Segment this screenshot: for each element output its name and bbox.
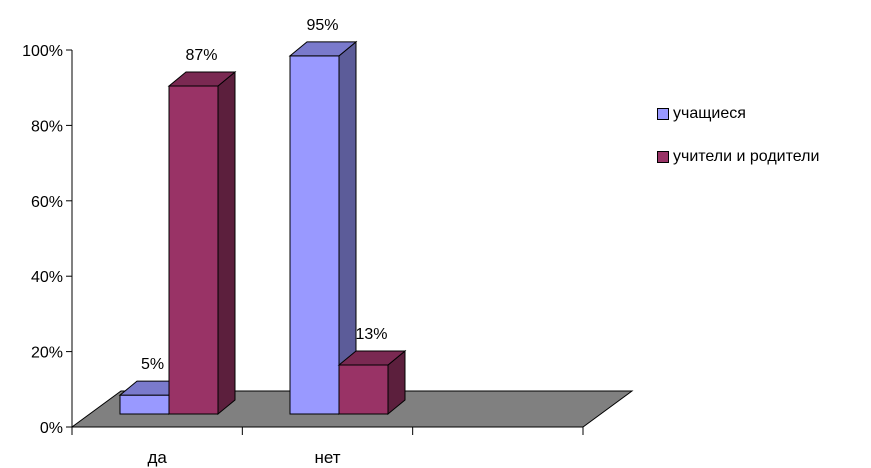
data-label-0-1: 87% — [185, 47, 217, 64]
data-label-1-1: 13% — [355, 326, 387, 343]
x-category-label-0: да — [147, 448, 167, 467]
legend-item-students: учащиеся — [657, 104, 819, 124]
legend-item-teachers-parents: учители и родители — [657, 147, 819, 167]
y-tick-label-1: 20% — [31, 345, 63, 362]
bar-side-0-1 — [217, 70, 236, 416]
bar-front-1-0 — [289, 55, 340, 415]
bar-top-1-1 — [337, 350, 407, 366]
legend-swatch-students — [657, 108, 669, 120]
bar-front-0-1 — [168, 85, 219, 415]
y-tick-label-3: 60% — [31, 194, 63, 211]
legend-swatch-teachers-parents — [657, 151, 669, 163]
data-label-0-0: 5% — [141, 356, 164, 373]
y-tick-label-5: 100% — [22, 43, 63, 60]
y-tick-label-2: 40% — [31, 269, 63, 286]
x-category-label-1: нет — [314, 448, 340, 467]
legend: учащиеся учители и родители — [657, 104, 819, 190]
legend-label-students: учащиеся — [673, 105, 746, 122]
bar-front-0-0 — [119, 394, 170, 415]
legend-label-teachers-parents: учители и родители — [673, 148, 820, 165]
y-tick-label-4: 80% — [31, 118, 63, 135]
bar-top-1-0 — [288, 41, 358, 57]
bar-top-0-1 — [167, 71, 237, 87]
data-label-1-0: 95% — [306, 17, 338, 34]
y-tick-label-0: 0% — [40, 420, 63, 437]
bar-front-1-1 — [338, 364, 389, 415]
